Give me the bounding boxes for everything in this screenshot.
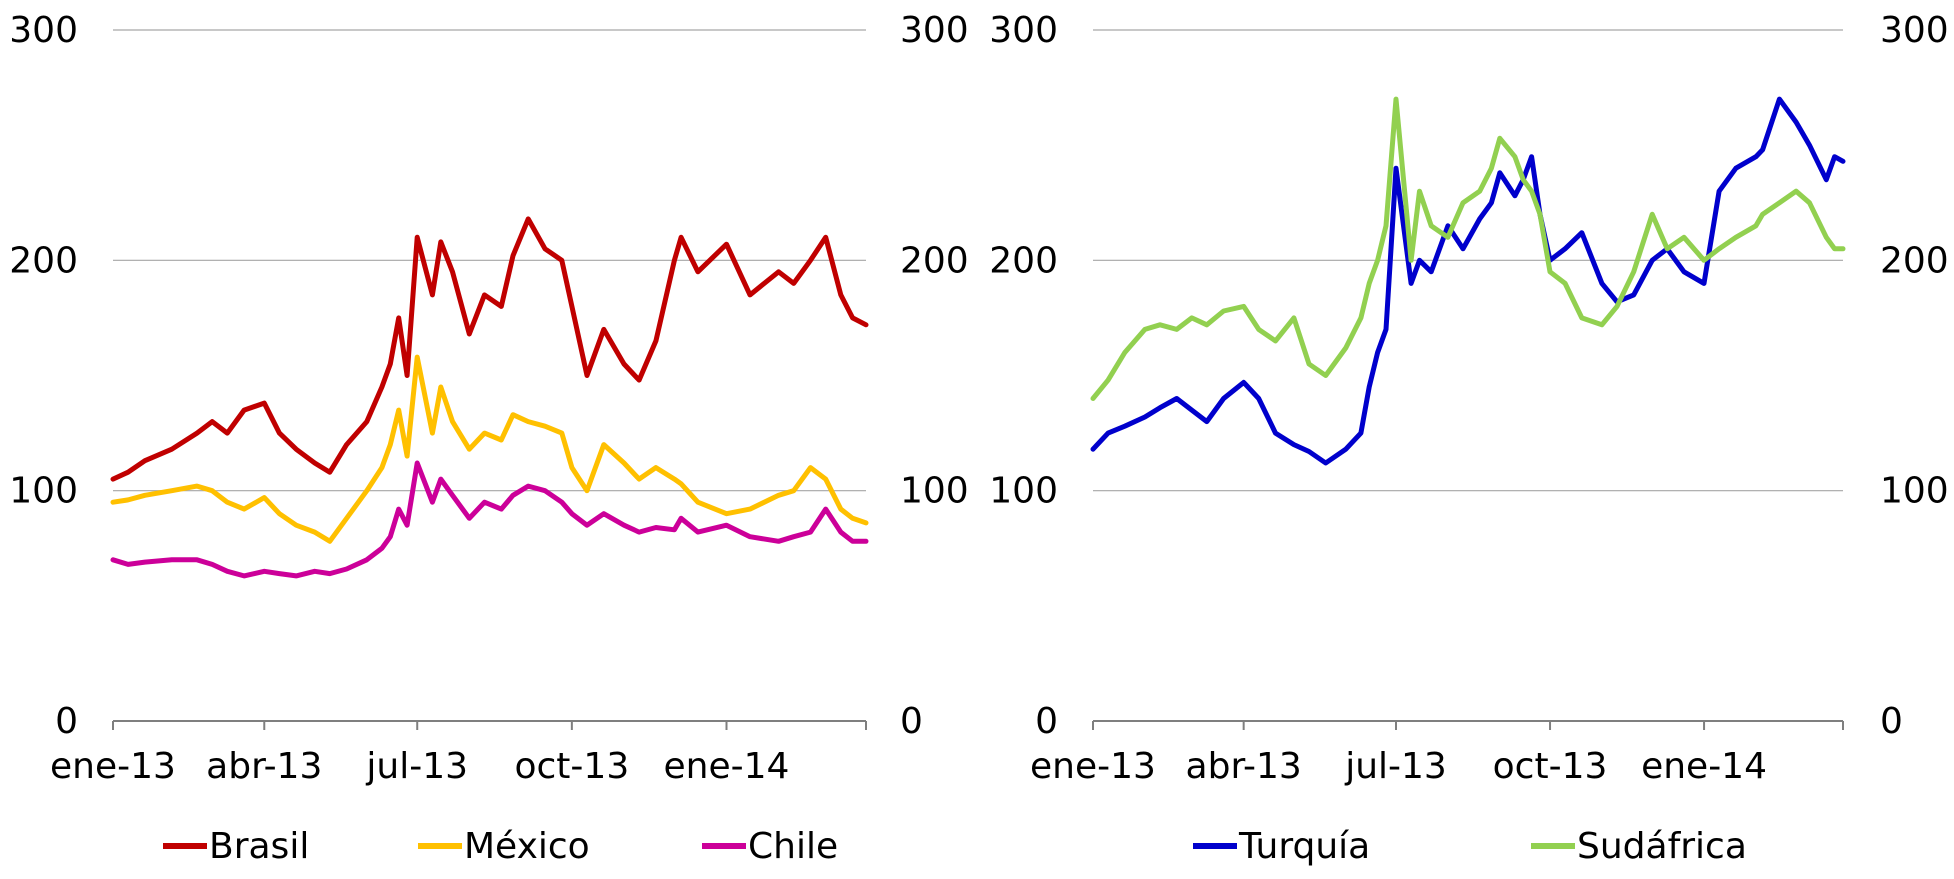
series-line-chile (110, 460, 869, 579)
legend-label: Chile (748, 826, 838, 867)
series-line-méxico (110, 354, 869, 544)
x-tick-label: jul-13 (365, 746, 468, 787)
y-tick-label-left: 0 (55, 701, 78, 742)
legend-label: México (464, 826, 590, 867)
x-tick-label: oct-13 (1493, 746, 1608, 787)
y-tick-label-left: 300 (989, 10, 1058, 51)
y-tick-label-right: 300 (1880, 10, 1949, 51)
x-tick-label: ene-13 (50, 746, 176, 787)
x-tick-label: ene-13 (1030, 746, 1156, 787)
x-tick-label: ene-14 (664, 746, 790, 787)
y-tick-label-left: 200 (9, 240, 78, 281)
y-tick-label-right: 300 (900, 10, 969, 51)
y-tick-label-left: 200 (989, 240, 1058, 281)
y-tick-label-left: 100 (9, 471, 78, 512)
chart-right: 0 0 100 100 200 200 300 300 ene-13 abr-13 jul-13 oc… (989, 10, 1948, 867)
x-tick-label: oct-13 (514, 746, 629, 787)
y-tick-label-left: 0 (1035, 701, 1058, 742)
series-line-turquía (1090, 96, 1846, 466)
legend-label: Sudáfrica (1577, 826, 1747, 867)
y-tick-label-right: 100 (900, 471, 969, 512)
y-tick-label-left: 100 (989, 471, 1058, 512)
series-line-sudáfrica (1090, 96, 1846, 401)
x-tick-label: abr-13 (206, 746, 322, 787)
y-tick-label-right: 0 (1880, 701, 1903, 742)
chart-left: 0 0 100 100 200 200 300 300 ene-13 abr-13 jul-13 oc… (9, 10, 968, 867)
y-tick-label-right: 100 (1880, 471, 1949, 512)
y-tick-label-right: 0 (900, 701, 923, 742)
series-line-brasil (110, 216, 869, 482)
x-tick-label: ene-14 (1641, 746, 1767, 787)
x-tick-label: jul-13 (1344, 746, 1447, 787)
legend-label: Brasil (209, 826, 309, 867)
y-tick-label-right: 200 (900, 240, 969, 281)
x-tick-label: abr-13 (1186, 746, 1302, 787)
legend-label: Turquía (1238, 826, 1370, 867)
y-tick-label-right: 200 (1880, 240, 1949, 281)
y-tick-label-left: 300 (9, 10, 78, 51)
